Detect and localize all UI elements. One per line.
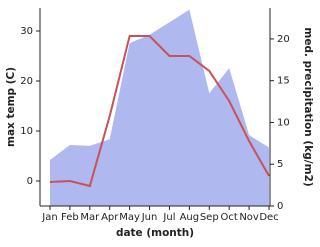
temperature-line — [49, 35, 270, 188]
y-tick-label: 30 — [20, 26, 33, 37]
x-tick-label: Dec — [259, 212, 278, 223]
y2-tick-label: 10 — [277, 117, 290, 128]
precipitation-area — [50, 9, 269, 207]
y2-tick-label: 5 — [277, 159, 283, 170]
x-tick-label: Aug — [180, 212, 200, 223]
y2-axis-label: med. precipitation (kg/m2) — [302, 27, 314, 186]
x-tick-label: Mar — [80, 212, 100, 223]
x-tick-label: Jan — [41, 212, 57, 223]
x-tick-label: Nov — [239, 212, 259, 223]
x-tick-label: Jun — [141, 212, 158, 223]
y-tick-label: 20 — [20, 76, 33, 87]
y2-tick-label: 0 — [277, 201, 283, 212]
x-axis-label: date (month) — [116, 227, 194, 239]
chart: date (month) max temp (C) med. precipita… — [5, 8, 314, 239]
y-tick-label: 0 — [27, 176, 33, 187]
x-tick-label: Oct — [221, 212, 238, 223]
y-tick-label: 10 — [20, 126, 33, 137]
y2-tick-label: 20 — [277, 34, 290, 45]
x-tick-label: Apr — [101, 212, 119, 223]
x-tick-label: May — [119, 212, 140, 223]
y2-tick-label: 15 — [277, 76, 290, 87]
x-tick-label: Jul — [162, 212, 175, 223]
y-axis-label: max temp (C) — [5, 67, 17, 147]
x-tick-label: Feb — [61, 212, 79, 223]
x-tick-label: Sep — [200, 212, 219, 223]
